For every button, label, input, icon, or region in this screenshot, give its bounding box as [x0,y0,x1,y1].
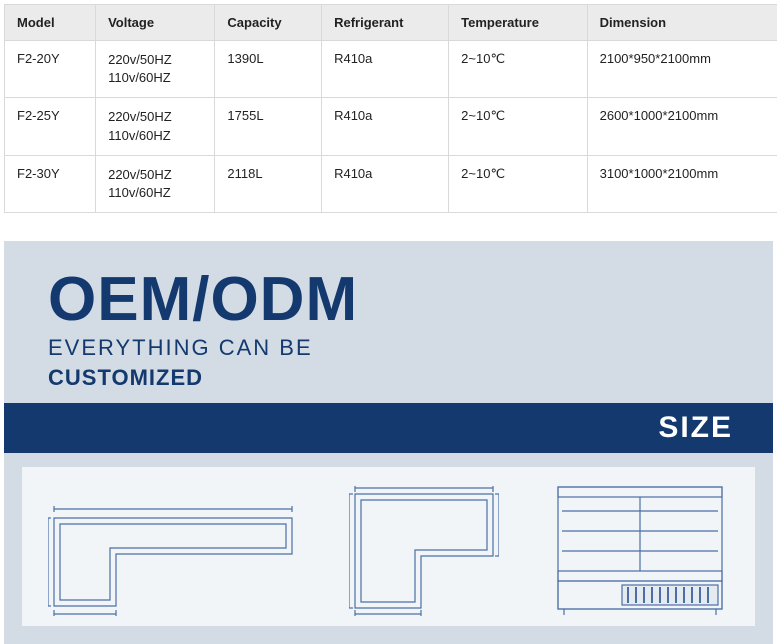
cell-refrigerant: R410a [322,155,449,212]
table-row: F2-25Y220v/50HZ110v/60HZ1755LR410a2~10℃2… [5,98,777,155]
diagrams-row [22,467,755,626]
col-capacity: Capacity [215,5,322,41]
col-temperature: Temperature [449,5,587,41]
cell-dimension: 2600*1000*2100mm [587,98,777,155]
cell-dimension: 3100*1000*2100mm [587,155,777,212]
cell-voltage: 220v/50HZ110v/60HZ [96,98,215,155]
cell-voltage: 220v/50HZ110v/60HZ [96,41,215,98]
cell-capacity: 2118L [215,155,322,212]
cell-voltage: 220v/50HZ110v/60HZ [96,155,215,212]
spec-table: Model Voltage Capacity Refrigerant Tempe… [4,4,777,213]
cell-capacity: 1390L [215,41,322,98]
cell-temperature: 2~10℃ [449,41,587,98]
table-header-row: Model Voltage Capacity Refrigerant Tempe… [5,5,777,41]
cell-refrigerant: R410a [322,41,449,98]
col-model: Model [5,5,96,41]
cell-dimension: 2100*950*2100mm [587,41,777,98]
cell-refrigerant: R410a [322,98,449,155]
cell-capacity: 1755L [215,98,322,155]
cell-temperature: 2~10℃ [449,98,587,155]
promo-panel: OEM/ODM EVERYTHING CAN BE CUSTOMIZED SIZ… [4,241,773,644]
size-bar: SIZE [4,403,773,453]
customized-label: CUSTOMIZED [48,365,773,391]
oem-heading: OEM/ODM [48,269,773,331]
cell-temperature: 2~10℃ [449,155,587,212]
cell-model: F2-30Y [5,155,96,212]
table-row: F2-20Y220v/50HZ110v/60HZ1390LR410a2~10℃2… [5,41,777,98]
tagline: EVERYTHING CAN BE [48,335,773,361]
table-row: F2-30Y220v/50HZ110v/60HZ2118LR410a2~10℃3… [5,155,777,212]
col-refrigerant: Refrigerant [322,5,449,41]
diagram-top-wide [48,506,298,616]
col-voltage: Voltage [96,5,215,41]
diagram-top-square [349,486,499,616]
col-dimension: Dimension [587,5,777,41]
cell-model: F2-25Y [5,98,96,155]
cell-model: F2-20Y [5,41,96,98]
diagram-front [550,481,730,616]
